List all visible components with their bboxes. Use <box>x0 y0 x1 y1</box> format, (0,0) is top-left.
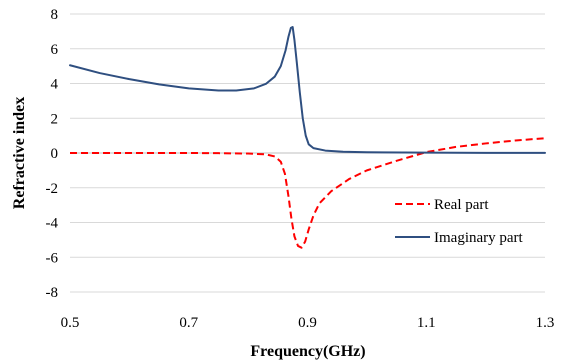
y-tick-label: 6 <box>51 42 59 58</box>
tick-labels: 8 6 4 2 0 -2 -4 -6 -80.5 0.7 0.9 1.1 1.3 <box>46 7 555 331</box>
y-tick-label: 2 <box>51 111 59 127</box>
y-axis-title: Refractive index <box>11 97 28 209</box>
y-tick-label: 0 <box>51 146 59 162</box>
y-tick-label: -2 <box>46 181 59 197</box>
x-axis-title: Frequency(GHz) <box>250 343 365 360</box>
x-tick-label: 0.9 <box>298 315 317 331</box>
y-tick-label: 8 <box>51 7 59 23</box>
x-tick-label: 0.5 <box>61 315 80 331</box>
y-tick-label: -4 <box>46 216 59 232</box>
x-tick-label: 1.3 <box>536 315 555 331</box>
y-tick-label: -8 <box>46 285 59 301</box>
x-tick-label: 0.7 <box>179 315 198 331</box>
legend-label-imaginary: Imaginary part <box>434 230 524 246</box>
y-tick-label: 4 <box>51 77 59 93</box>
series-line-imaginary <box>69 26 546 154</box>
y-tick-label: -6 <box>46 250 59 266</box>
legend: Real part Imaginary part <box>395 197 524 246</box>
legend-label-real: Real part <box>434 197 489 213</box>
series-line-real <box>70 137 546 249</box>
x-tick-label: 1.1 <box>417 315 436 331</box>
series-group <box>69 26 546 249</box>
